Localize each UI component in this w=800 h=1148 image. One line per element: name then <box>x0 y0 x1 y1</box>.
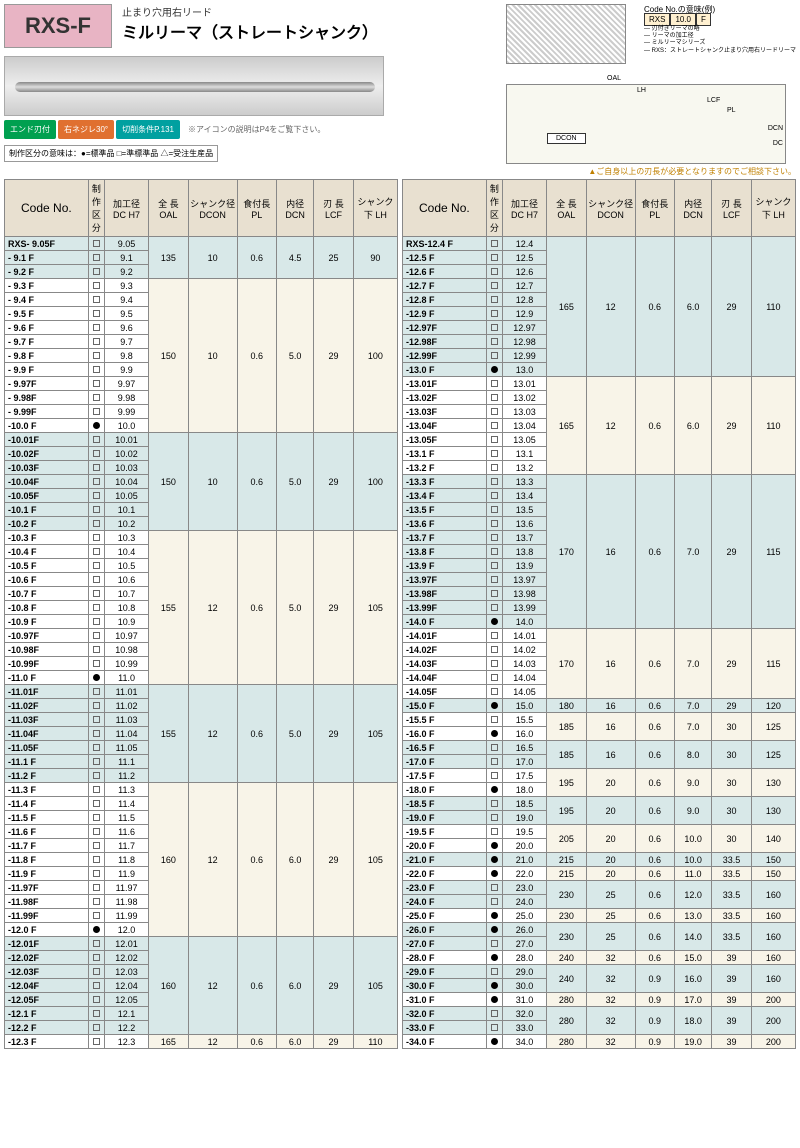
table-row: -15.0 F15.0180160.67.029120 <box>403 699 796 713</box>
table-row: -18.5 F18.5195200.69.030130 <box>403 797 796 811</box>
table-row: -11.01F11.01155120.65.029105 <box>5 685 398 699</box>
table-row: -32.0 F32.0280320.918.039200 <box>403 1007 796 1021</box>
table-row: -11.3 F11.3160120.66.029105 <box>5 783 398 797</box>
code-example: Code No.の意味(例) RXS10.0F — 刃付きリーマの略— リーマの… <box>644 4 796 55</box>
table-row: -25.0 F25.0230250.613.033.5160 <box>403 909 796 923</box>
table-row: -14.01F14.01170160.67.029115 <box>403 629 796 643</box>
table-row: -22.0 F22.0215200.611.033.5150 <box>403 867 796 881</box>
legend: 制作区分の意味は：●=標準品 □=準標準品 △=受注生産品 <box>4 145 218 162</box>
badge: 切削条件P.131 <box>116 120 180 139</box>
table-row: RXS- 9.05F9.05135100.64.52590 <box>5 237 398 251</box>
badge: エンド刃付 <box>4 120 56 139</box>
table-row: -12.3 F12.3165120.66.029110 <box>5 1035 398 1049</box>
table-row: -28.0 F28.0240320.615.039160 <box>403 951 796 965</box>
table-row: -15.5 F15.5185160.67.030125 <box>403 713 796 727</box>
badge: 右ネジレ30° <box>58 120 114 139</box>
table-row: -29.0 F29.0240320.916.039160 <box>403 965 796 979</box>
diagram: Code No.の意味(例) RXS10.0F — 刃付きリーマの略— リーマの… <box>506 4 796 174</box>
table-row: -34.0 F34.0280320.919.039200 <box>403 1035 796 1049</box>
table-row: RXS-12.4 F12.4165120.66.029110 <box>403 237 796 251</box>
table-row: -13.3 F13.3170160.67.029115 <box>403 475 796 489</box>
table-row: -16.5 F16.5185160.68.030125 <box>403 741 796 755</box>
tool-image <box>4 56 384 116</box>
product-subtitle: 止まり穴用右リード <box>122 4 378 19</box>
table-row: -21.0 F21.0215200.610.033.5150 <box>403 853 796 867</box>
table-row: -31.0 F31.0280320.917.039200 <box>403 993 796 1007</box>
spec-table-right: Code No.制作区分加工径 DC H7全 長 OALシャンク径 DCON食付… <box>402 179 796 1049</box>
table-row: -10.01F10.01150100.65.029100 <box>5 433 398 447</box>
table-row: -23.0 F23.0230250.612.033.5160 <box>403 881 796 895</box>
table-row: -17.5 F17.5195200.69.030130 <box>403 769 796 783</box>
table-row: -12.01F12.01160120.66.029105 <box>5 937 398 951</box>
product-code: RXS-F <box>4 4 112 48</box>
product-title: ミルリーマ（ストレートシャンク） <box>122 19 378 43</box>
table-row: - 9.3 F9.3150100.65.029100 <box>5 279 398 293</box>
table-row: -19.5 F19.5205200.610.030140 <box>403 825 796 839</box>
table-row: -26.0 F26.0230250.614.033.5160 <box>403 923 796 937</box>
spec-table-left: Code No.制作区分加工径 DC H7全 長 OALシャンク径 DCON食付… <box>4 179 398 1049</box>
table-row: -13.01F13.01165120.66.029110 <box>403 377 796 391</box>
table-row: -10.3 F10.3155120.65.029105 <box>5 531 398 545</box>
